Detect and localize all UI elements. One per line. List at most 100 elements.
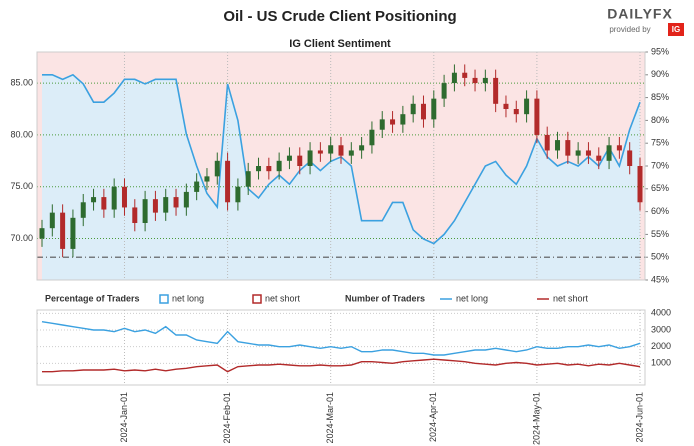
candle-body (194, 181, 200, 192)
y2-tick-label: 65% (651, 183, 669, 193)
legend-swatch (159, 294, 169, 304)
logo-badge-text: IG (672, 25, 680, 34)
candle-body (606, 145, 612, 161)
candle-body (472, 77, 478, 84)
candle-body (575, 150, 581, 156)
candle-body (348, 150, 354, 156)
lower-plot-background (37, 310, 645, 385)
candle-body (493, 77, 499, 104)
candle-body (328, 145, 334, 154)
legend-label: net short (553, 293, 589, 303)
candle-body (420, 103, 426, 120)
y-tick-label: 4000 (651, 308, 671, 318)
y-tick-label: 2000 (651, 341, 671, 351)
y-tick-label: 80.00 (10, 129, 33, 139)
candle-body (121, 186, 127, 208)
candle-body (637, 166, 643, 203)
y2-tick-label: 45% (651, 274, 669, 284)
candle-body (183, 191, 189, 208)
count-line (41, 320, 641, 356)
candle-body (524, 98, 530, 115)
candle-body (266, 166, 272, 172)
logo: DAILYFX (607, 6, 673, 22)
candle-body (286, 155, 292, 161)
logo-badge (668, 23, 684, 36)
candle-body (256, 166, 262, 172)
legend-title: Percentage of Traders (45, 293, 140, 303)
y2-tick-label: 75% (651, 138, 669, 148)
candle-body (142, 199, 148, 223)
chart-subtitle: IG Client Sentiment (289, 38, 391, 50)
x-tick-label: 2024-Mar-01 (325, 392, 335, 444)
legend-label: net long (456, 293, 488, 303)
lower-plot-frame (36, 309, 646, 386)
candle-body (317, 150, 323, 154)
candle-body (214, 160, 220, 177)
candle-body (132, 207, 138, 223)
y2-tick-label: 60% (651, 206, 669, 216)
candle-body (596, 155, 602, 161)
candle-body (91, 197, 97, 203)
chart-title: Oil - US Crude Client Positioning (223, 8, 456, 25)
sentiment-area (42, 74, 640, 280)
candle-body (276, 160, 282, 172)
candle-body (338, 145, 344, 156)
y-tick-label: 1000 (651, 358, 671, 368)
y2-tick-label: 50% (651, 252, 669, 262)
y2-tick-label: 55% (651, 229, 669, 239)
candle-body (462, 72, 468, 78)
candle-body (80, 202, 86, 218)
candle-body (101, 197, 107, 210)
candle-body (585, 150, 591, 156)
candle-body (307, 150, 313, 166)
candle-body (616, 145, 622, 151)
y-tick-label: 70.00 (10, 233, 33, 243)
candle-body (390, 119, 396, 125)
candle-body (482, 77, 488, 84)
legend-label: net long (172, 293, 204, 303)
candle-body (297, 155, 303, 166)
candle-body (245, 171, 251, 187)
candle-body (39, 228, 45, 239)
candle-body (410, 103, 416, 115)
logo-byline: provided by (609, 25, 650, 34)
count-line (42, 358, 641, 373)
legend-swatch (252, 294, 262, 304)
y2-tick-label: 70% (651, 160, 669, 170)
candle-body (503, 103, 509, 109)
candle-body (451, 72, 457, 84)
y-tick-label: 3000 (651, 324, 671, 334)
x-tick-label: 2024-Jan-01 (119, 392, 129, 443)
x-tick-label: 2024-May-01 (531, 392, 541, 445)
candle-body (70, 217, 76, 249)
x-tick-label: 2024-Feb-01 (222, 392, 232, 444)
y2-tick-label: 95% (651, 46, 669, 56)
candle-body (544, 134, 550, 151)
plot-frame (36, 51, 646, 281)
candle-body (359, 145, 365, 151)
candle-body (441, 83, 447, 99)
x-tick-label: 2024-Jun-01 (634, 392, 644, 443)
legend-title: Number of Traders (345, 293, 425, 303)
candle-body (534, 98, 540, 135)
candle-body (163, 197, 169, 213)
candle-body (152, 199, 158, 213)
candle-body (49, 212, 55, 229)
candle-body (627, 150, 633, 166)
candle-body (173, 197, 179, 208)
candle-body (400, 114, 406, 125)
candle-body (60, 212, 66, 249)
candle-body (235, 186, 241, 203)
candle-body (369, 129, 375, 146)
y-tick-label: 75.00 (10, 181, 33, 191)
y-tick-label: 85.00 (10, 77, 33, 87)
candle-body (513, 109, 519, 115)
legend-label: net short (265, 293, 301, 303)
candle-body (565, 140, 571, 156)
y2-tick-label: 80% (651, 115, 669, 125)
candle-body (431, 98, 437, 120)
candle-body (111, 186, 117, 210)
y2-tick-label: 85% (651, 92, 669, 102)
candle-body (225, 160, 231, 203)
